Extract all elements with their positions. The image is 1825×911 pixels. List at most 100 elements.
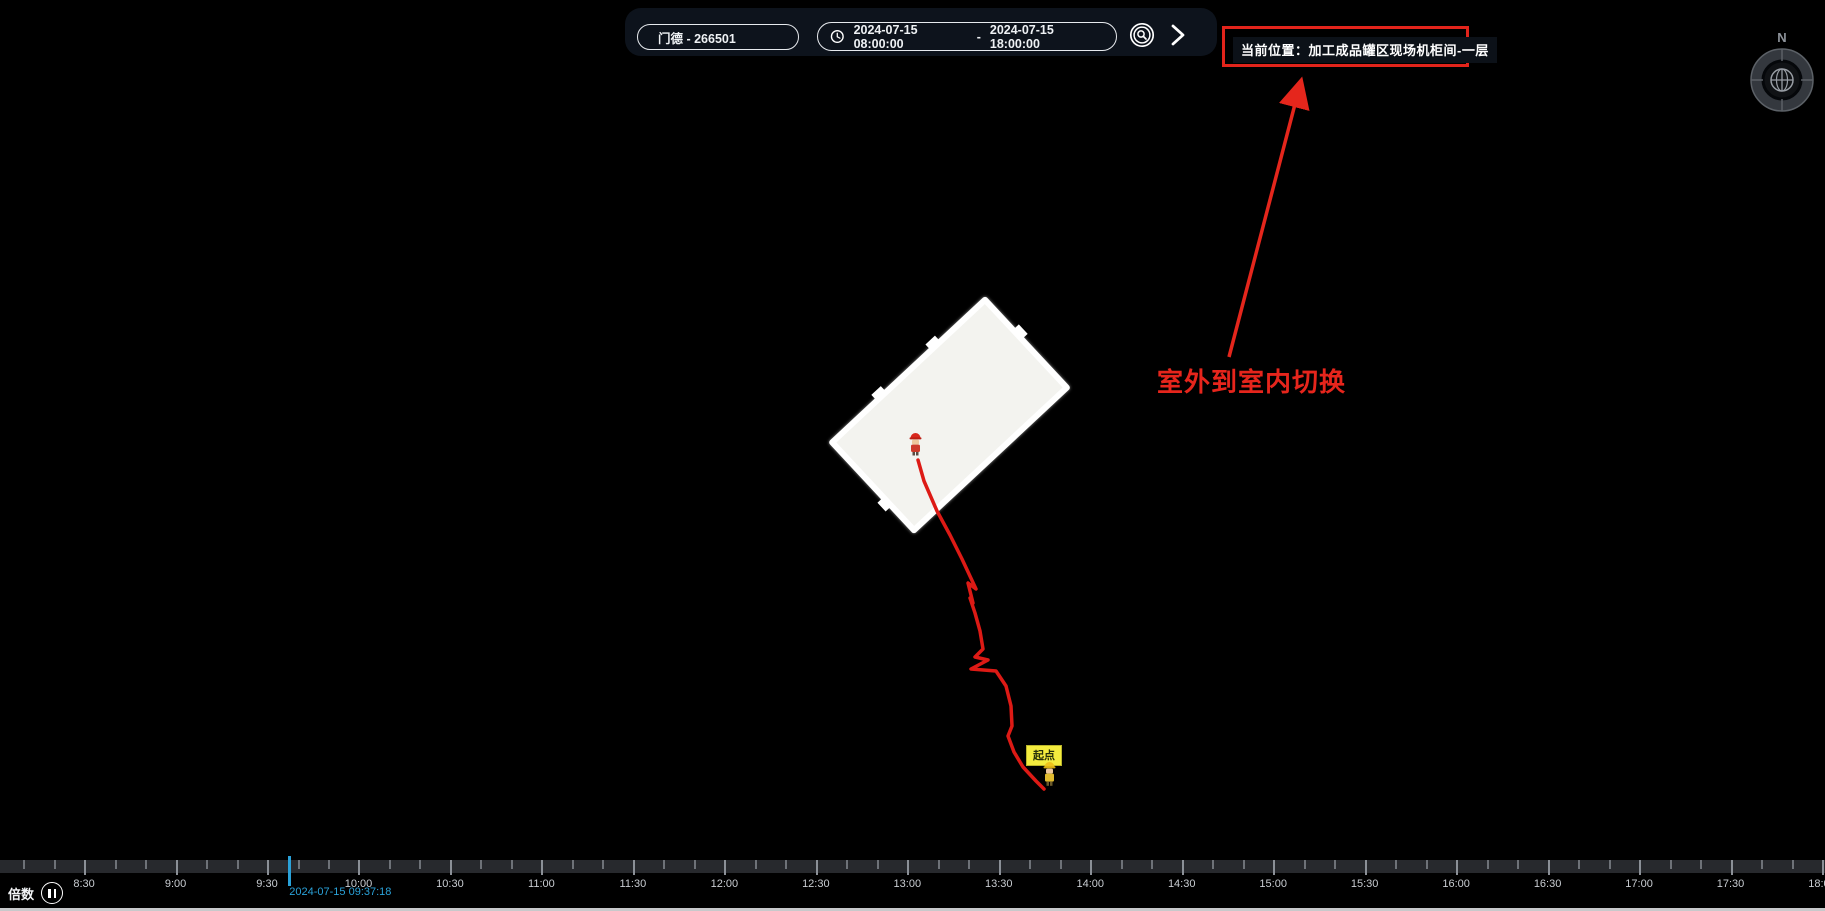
timeline-tick [327,860,330,869]
timeline-tick [1334,860,1337,869]
timeline-tick [1639,860,1642,875]
timeline-tick [1395,860,1398,869]
timeline-tick-label: 11:30 [619,878,647,890]
worker-red-helmet-icon [909,433,922,456]
timeline-tick [1761,860,1764,869]
timeline-tick-label: 14:30 [1167,878,1196,890]
timeline-tick [632,860,635,875]
current-location-highlight-box: 当前位置：加工成品罐区现场机柜间-一层 [1222,26,1497,67]
timeline-tick [388,860,391,869]
locate-target-icon [1129,22,1155,48]
timeline-tick [1181,860,1184,875]
annotation-text: 室外到室内切换 [1157,367,1347,397]
timeline-tick [968,860,971,869]
current-position-marker [907,430,924,461]
timeline-tick [693,860,696,869]
timeline-tick [815,860,818,875]
timeline-tick [1669,860,1672,869]
playback-speed-control: 倍数 [8,882,64,904]
timeline-tick [206,860,209,869]
timeline-tick-label: 10:30 [436,878,464,890]
chevron-right-icon [1171,24,1185,46]
time-range-picker[interactable]: 2024-07-15 08:00:00 - 2024-07-15 18:00:0… [817,22,1117,51]
timeline-tick [1486,860,1489,869]
timeline-tick [449,860,452,875]
timeline-tick [1303,860,1306,869]
device-selector[interactable]: 门德 - 266501 [637,24,799,50]
timeline-tick [1151,860,1154,869]
timeline-tick [663,860,666,869]
timeline-tick [1242,860,1245,869]
compass-north-label: N [1777,30,1786,45]
timeline-tick [998,860,1001,875]
timeline-tick [724,860,727,875]
timeline-tick [510,860,513,869]
pause-icon [48,888,51,898]
timeline-tick [876,860,879,869]
timeline-tick [114,860,117,869]
timeline-tick [297,860,300,869]
timeline-tick [846,860,849,869]
timeline-tick [1090,860,1093,875]
time-range-separator: - [976,29,981,44]
timeline-tick [1608,860,1611,869]
playback-timeline: 8:30 9:00 9:30 10:00 10:30 11:00 11:30 12:00 12:… [0,856,1825,911]
timeline-tick [1517,860,1520,869]
timeline-tick [1029,860,1032,869]
timeline-tick-label: 16:30 [1533,878,1562,890]
pause-button[interactable] [41,882,64,904]
timeline-tick-label: 12:30 [802,878,830,890]
timeline-tick-label: 17:00 [1625,878,1653,890]
timeline-tick [267,860,269,875]
timeline-tick-label: 14:00 [1076,878,1104,890]
timeline-tick [419,860,422,869]
timeline-tick [1120,860,1123,869]
window-bottom-edge [0,908,1825,911]
compass-control[interactable]: N [1742,22,1822,123]
locate-button[interactable] [1127,20,1157,50]
timeline-tick [1700,860,1703,869]
timeline-tick-label: 13:30 [985,878,1013,890]
timeline-tick [1364,860,1367,875]
timeline-tick [907,860,910,875]
timeline-tick-label: 10:00 [344,878,373,890]
timeline-tick [541,860,544,875]
timeline-tick [1730,860,1733,875]
timeline-tick-label: 9:30 [256,878,278,890]
timeline-tick-label: 12:00 [710,878,739,890]
timeline-tick [1212,860,1215,869]
timeline-track[interactable] [0,860,1825,873]
device-selector-value: 门德 - 266501 [658,31,736,46]
timeline-tick-label: 18:00 [1808,878,1825,890]
timeline-cursor-timestamp: 2024-07-15 09:37:18 [289,886,392,898]
timeline-tick [754,860,757,869]
timeline-tick [480,860,483,869]
timeline-tick [1425,860,1428,869]
worker-yellow-helmet-icon [1043,762,1056,786]
timeline-tick [53,860,56,869]
timeline-tick [175,860,178,875]
timeline-tick [571,860,574,869]
play-button[interactable] [1168,23,1188,47]
clock-icon [830,29,844,44]
timeline-tick [145,860,148,869]
timeline-tick-label: 8:30 [73,878,95,890]
current-location-status: 当前位置：加工成品罐区现场机柜间-一层 [1233,37,1497,63]
timeline-tick [1273,860,1276,875]
start-point-marker [1041,759,1058,792]
timeline-cursor[interactable] [288,856,292,886]
top-toolbar [625,8,1217,56]
timeline-tick-label: 11:00 [528,878,555,890]
timeline-tick [236,860,239,869]
speed-label: 倍数 [8,886,35,902]
timeline-tick-label: 17:30 [1716,878,1745,890]
timeline-tick [1578,860,1581,869]
time-range-end: 2024-07-15 18:00:00 [989,22,1054,51]
timeline-tick [1456,860,1459,875]
annotation-arrow [1227,76,1310,358]
timeline-tick-label: 9:00 [164,878,187,890]
timeline-tick [23,860,26,869]
compass-icon: N [1750,30,1814,112]
